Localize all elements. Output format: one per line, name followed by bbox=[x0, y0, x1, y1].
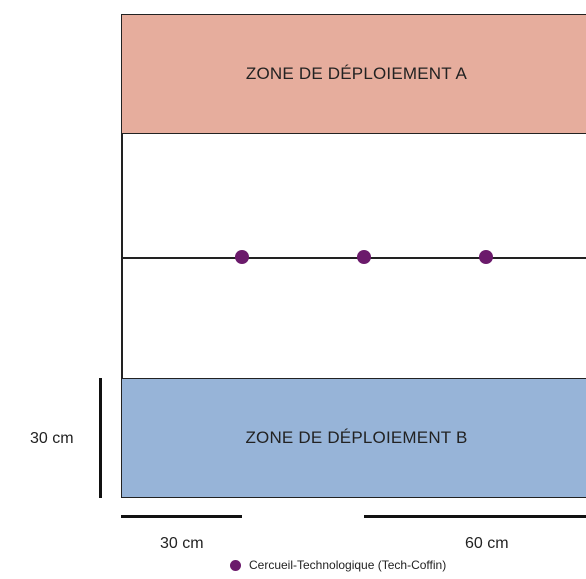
deployment-zone-a: ZONE DE DÉPLOIEMENT A bbox=[121, 14, 586, 134]
horizontal-scale-bar-60 bbox=[364, 515, 586, 518]
tech-coffin-marker bbox=[235, 250, 249, 264]
legend: Cercueil-Technologique (Tech-Coffin) bbox=[230, 558, 446, 572]
tech-coffin-marker bbox=[479, 250, 493, 264]
vertical-scale-bar bbox=[99, 378, 102, 498]
tech-coffin-marker bbox=[357, 250, 371, 264]
legend-label: Cercueil-Technologique (Tech-Coffin) bbox=[249, 558, 447, 572]
deployment-zone-b-label: ZONE DE DÉPLOIEMENT B bbox=[245, 428, 468, 447]
deployment-zone-b: ZONE DE DÉPLOIEMENT B bbox=[121, 378, 586, 498]
deployment-zone-a-label: ZONE DE DÉPLOIEMENT A bbox=[245, 64, 468, 83]
horizontal-scale-bar-30 bbox=[121, 515, 242, 518]
field-left-edge bbox=[121, 134, 123, 378]
center-line bbox=[121, 257, 586, 259]
horizontal-scale-label-60: 60 cm bbox=[465, 535, 509, 552]
coffin-marker-icon bbox=[230, 559, 241, 571]
vertical-scale-label: 30 cm bbox=[30, 430, 74, 447]
horizontal-scale-label-30: 30 cm bbox=[160, 535, 204, 552]
